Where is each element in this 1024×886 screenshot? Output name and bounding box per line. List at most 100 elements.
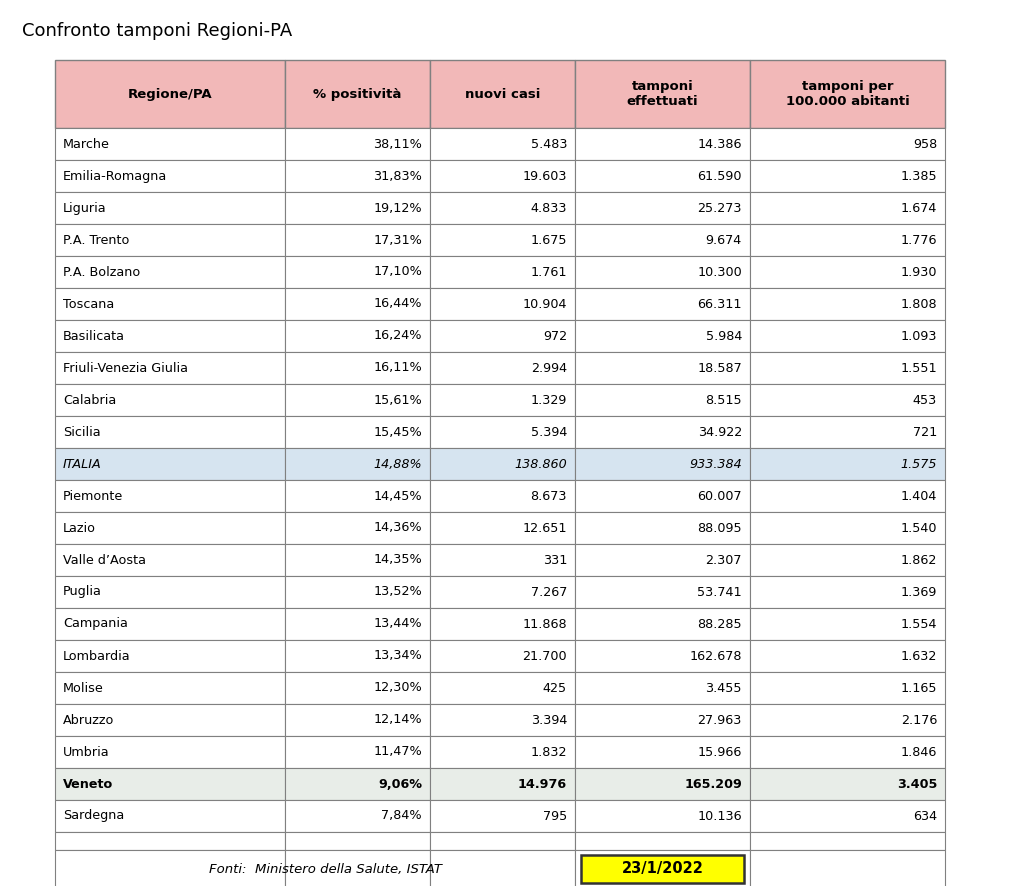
Text: 1.093: 1.093 [900,330,937,343]
Text: 13,52%: 13,52% [374,586,422,599]
Text: tamponi per
100.000 abitanti: tamponi per 100.000 abitanti [785,80,909,108]
Bar [55,672,285,704]
Bar [430,768,575,800]
Text: 453: 453 [912,393,937,407]
Bar [750,448,945,480]
Text: Fonti:  Ministero della Salute, ISTAT: Fonti: Ministero della Salute, ISTAT [209,862,442,875]
Bar [575,850,750,886]
Text: 933.384: 933.384 [689,457,742,470]
Text: 721: 721 [912,425,937,439]
Bar [750,576,945,608]
Text: 14,36%: 14,36% [374,522,422,534]
Bar [55,384,285,416]
Text: 16,11%: 16,11% [374,361,422,375]
Bar [575,384,750,416]
Bar [430,160,575,192]
Text: 13,44%: 13,44% [374,618,422,631]
Text: 1.575: 1.575 [900,457,937,470]
Bar [430,128,575,160]
Text: 9.674: 9.674 [706,234,742,246]
Text: 11,47%: 11,47% [374,745,422,758]
Text: tamponi
effettuati: tamponi effettuati [627,80,698,108]
Bar [55,800,285,832]
Text: 10.904: 10.904 [522,298,567,310]
Bar [750,832,945,850]
Text: 4.833: 4.833 [530,201,567,214]
Text: 3.455: 3.455 [706,681,742,695]
Bar [750,704,945,736]
Text: 15,61%: 15,61% [374,393,422,407]
Bar [55,60,285,128]
Bar [750,192,945,224]
Text: 1.846: 1.846 [901,745,937,758]
Text: 18.587: 18.587 [697,361,742,375]
Text: Toscana: Toscana [63,298,115,310]
Text: Umbria: Umbria [63,745,110,758]
Bar [285,384,430,416]
Bar [55,192,285,224]
Text: 15,45%: 15,45% [374,425,422,439]
Text: 9,06%: 9,06% [378,778,422,790]
Text: 88.095: 88.095 [697,522,742,534]
Bar [575,736,750,768]
Text: 5.483: 5.483 [530,137,567,151]
Text: 61.590: 61.590 [697,169,742,183]
Bar [430,672,575,704]
Bar [750,288,945,320]
Bar [55,128,285,160]
Text: 972: 972 [543,330,567,343]
Text: 1.761: 1.761 [530,266,567,278]
Text: 27.963: 27.963 [697,713,742,727]
Bar [575,192,750,224]
Bar [285,352,430,384]
Bar [285,60,430,128]
Bar [575,480,750,512]
Text: Emilia-Romagna: Emilia-Romagna [63,169,167,183]
Bar [430,544,575,576]
Text: 138.860: 138.860 [514,457,567,470]
Bar [750,60,945,128]
Bar [575,640,750,672]
Bar [750,608,945,640]
Bar [55,544,285,576]
Bar [575,352,750,384]
Bar [285,416,430,448]
Bar [750,256,945,288]
Bar [430,320,575,352]
Text: 25.273: 25.273 [697,201,742,214]
Bar [285,544,430,576]
Bar [750,128,945,160]
Bar [285,288,430,320]
Text: Molise: Molise [63,681,103,695]
Bar [750,384,945,416]
Bar [285,160,430,192]
Bar [430,256,575,288]
Text: 5.394: 5.394 [530,425,567,439]
Text: Lombardia: Lombardia [63,649,131,663]
Bar [55,448,285,480]
Bar [575,160,750,192]
Bar [55,480,285,512]
Bar [430,192,575,224]
Text: 8.515: 8.515 [706,393,742,407]
Text: 425: 425 [543,681,567,695]
Bar [750,736,945,768]
Bar [750,544,945,576]
Bar [430,640,575,672]
Bar [55,736,285,768]
Bar [55,850,285,886]
Text: 14.976: 14.976 [518,778,567,790]
Bar [430,224,575,256]
Bar [750,512,945,544]
Bar [430,384,575,416]
Bar [750,672,945,704]
Bar [285,736,430,768]
Text: 1.165: 1.165 [900,681,937,695]
Text: 7.267: 7.267 [530,586,567,599]
Bar [575,128,750,160]
Bar [575,224,750,256]
Bar [55,512,285,544]
Text: 14.386: 14.386 [697,137,742,151]
Bar [581,855,744,883]
Bar [285,192,430,224]
